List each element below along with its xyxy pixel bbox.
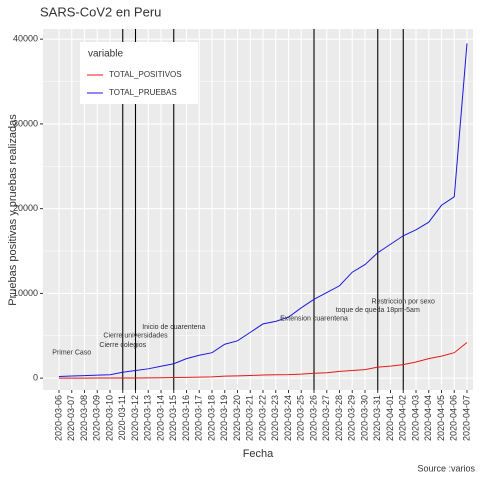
x-tick-label: 2020-03-06 [53, 395, 63, 441]
x-tick-label: 2020-03-23 [270, 395, 280, 441]
x-tick-label: 2020-03-30 [359, 395, 369, 441]
x-tick-label: 2020-04-02 [398, 395, 408, 441]
legend-box [80, 42, 198, 104]
x-tick-label: 2020-03-26 [308, 395, 318, 441]
annotation: toque de queda 18pm-5am [336, 307, 420, 314]
x-tick-label: 2020-03-14 [155, 395, 165, 441]
x-tick-label: 2020-03-10 [104, 395, 114, 441]
x-tick-label: 2020-03-08 [79, 395, 89, 441]
legend-label: TOTAL_POSITIVOS [109, 70, 182, 79]
y-tick-label: 0 [33, 373, 38, 383]
y-tick-label: 10000 [13, 288, 38, 298]
x-tick-label: 2020-03-20 [232, 395, 242, 441]
annotation: Extension cuarentena [280, 316, 348, 323]
x-tick-label: 2020-03-09 [92, 395, 102, 441]
x-tick-label: 2020-03-17 [194, 395, 204, 441]
x-tick-label: 2020-03-13 [143, 395, 153, 441]
series-line [58, 342, 468, 379]
annotation: Cierre colegios [99, 342, 146, 349]
x-tick-label: 2020-03-24 [283, 395, 293, 441]
x-tick-label: 2020-03-29 [347, 395, 357, 441]
annotation: Restriccion por sexo [372, 299, 436, 306]
x-tick-label: 2020-03-16 [181, 395, 191, 441]
x-tick-label: 2020-04-01 [385, 395, 395, 441]
legend-label: TOTAL_PRUEBAS [109, 88, 177, 97]
x-tick-label: 2020-04-06 [449, 395, 459, 441]
x-tick-label: 2020-03-18 [206, 395, 216, 441]
x-tick-label: 2020-03-21 [245, 395, 255, 441]
x-tick-label: 2020-03-31 [372, 395, 382, 441]
y-tick-label: 20000 [13, 203, 38, 213]
chart-title: SARS-CoV2 en Peru [40, 4, 161, 19]
x-tick-label: 2020-03-07 [66, 395, 76, 441]
annotation: Primer Caso [52, 350, 91, 357]
x-tick-label: 2020-03-27 [321, 395, 331, 441]
y-axis-title: Pruebas positivas y pruebas realizadas [7, 114, 19, 306]
x-tick-label: 2020-03-15 [168, 395, 178, 441]
x-tick-label: 2020-04-07 [461, 395, 471, 441]
annotation: Cierre universidades [103, 333, 168, 340]
x-axis-title: Fecha [243, 448, 274, 460]
x-tick-label: 2020-04-03 [410, 395, 420, 441]
x-tick-label: 2020-03-25 [296, 395, 306, 441]
x-tick-label: 2020-03-11 [117, 395, 127, 440]
x-tick-label: 2020-03-12 [130, 395, 140, 441]
x-tick-label: 2020-04-05 [436, 395, 446, 441]
x-tick-label: 2020-03-28 [334, 395, 344, 441]
annotation: Inicio de cuarentena [142, 324, 205, 331]
series-line [58, 43, 468, 377]
x-tick-label: 2020-04-04 [423, 395, 433, 441]
legend-title: variable [88, 49, 123, 60]
x-tick-label: 2020-03-22 [257, 395, 267, 441]
caption: Source :varios [417, 463, 475, 473]
y-tick-label: 40000 [13, 34, 38, 44]
y-tick-label: 30000 [13, 118, 38, 128]
x-tick-label: 2020-03-19 [219, 395, 229, 441]
